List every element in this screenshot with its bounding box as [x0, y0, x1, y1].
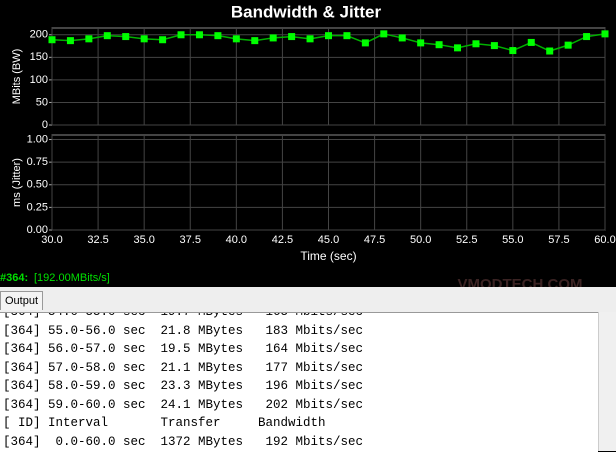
- point: [306, 35, 314, 43]
- point: [214, 32, 222, 40]
- point: [343, 32, 351, 40]
- point: [583, 33, 591, 41]
- output-line: [364] 0.0-60.0 sec 1372 MBytes 192 Mbits…: [3, 434, 364, 449]
- x-tick-label: 57.5: [548, 234, 569, 246]
- y-tick-label: 0.75: [27, 156, 48, 168]
- point: [103, 32, 111, 40]
- point: [195, 31, 203, 39]
- y-tick-label: 0.50: [27, 179, 48, 191]
- y-tick-label: 150: [30, 51, 48, 63]
- y-tick-label: 1.00: [27, 133, 48, 145]
- y-tick-label: 200: [30, 29, 48, 41]
- y-axis-label: MBits (BW): [11, 49, 23, 105]
- output-line: [364] 56.0-57.0 sec 19.5 MBytes 164 Mbit…: [3, 342, 364, 356]
- y-tick-label: 50: [36, 96, 48, 108]
- point: [251, 37, 259, 45]
- x-tick-label: 60.0: [594, 234, 615, 246]
- x-tick-label: 55.0: [502, 234, 523, 246]
- point: [417, 39, 425, 47]
- output-line: [364] 55.0-56.0 sec 21.8 MBytes 183 Mbit…: [3, 323, 364, 338]
- point: [361, 39, 369, 47]
- watermark: VMODTECH.COM: [458, 276, 583, 287]
- point: [490, 42, 498, 50]
- output-text: [364] 54.0-55.0 sec 19.7 MBytes 165 Mbit…: [0, 312, 598, 452]
- point: [140, 35, 148, 43]
- output-line: [364] 59.0-60.0 sec 24.1 MBytes 202 Mbit…: [3, 397, 364, 412]
- point: [546, 47, 554, 55]
- x-tick-label: 47.5: [364, 234, 385, 246]
- point: [472, 40, 480, 48]
- output-tab[interactable]: Output: [0, 291, 44, 310]
- point: [288, 33, 296, 41]
- x-tick-label: 30.0: [41, 234, 62, 246]
- point: [527, 38, 535, 46]
- y-tick-label: 0.00: [27, 224, 48, 236]
- point: [269, 34, 277, 42]
- point: [398, 34, 406, 42]
- point: [325, 32, 332, 40]
- output-line: [ ID] Interval Transfer Bandwidth: [3, 416, 326, 430]
- point: [66, 37, 74, 45]
- y-tick-label: 0.25: [27, 201, 48, 213]
- chart-title: Bandwidth & Jitter: [231, 2, 382, 21]
- point: [564, 41, 572, 49]
- point: [48, 36, 56, 44]
- point: [177, 31, 185, 39]
- point: [435, 41, 443, 49]
- x-tick-label: 32.5: [87, 234, 108, 246]
- x-tick-label: 40.0: [226, 234, 247, 246]
- x-tick-label: 35.0: [133, 234, 154, 246]
- y-axis-label: ms (Jitter): [11, 158, 23, 207]
- point: [85, 35, 93, 43]
- chart-area: Bandwidth & Jitter VMODTECH.COM #364: [1…: [0, 2, 616, 287]
- output-line: [364] 54.0-55.0 sec 19.7 MBytes 165 Mbit…: [3, 312, 364, 319]
- output-line: [364] 58.0-59.0 sec 23.3 MBytes 196 Mbit…: [3, 379, 364, 393]
- point: [159, 36, 167, 44]
- output-panel: Output [364] 54.0-55.0 sec 19.7 MBytes 1…: [0, 287, 616, 452]
- point: [601, 30, 609, 38]
- point: [509, 47, 517, 55]
- x-tick-label: 50.0: [410, 234, 431, 246]
- x-tick-label: 45.0: [318, 234, 339, 246]
- point: [232, 35, 240, 43]
- status-rate: [192.00MBits/s]: [34, 272, 110, 284]
- x-tick-label: 52.5: [456, 234, 477, 246]
- x-axis-label: Time (sec): [300, 249, 356, 263]
- point: [380, 30, 388, 38]
- y-tick-label: 100: [30, 74, 48, 86]
- status-id: #364:: [0, 272, 28, 284]
- point: [454, 44, 462, 52]
- scrollbar[interactable]: [598, 312, 616, 451]
- output-lines: [364] 54.0-55.0 sec 19.7 MBytes 165 Mbit…: [3, 312, 364, 451]
- y-tick-label: 0: [42, 119, 48, 131]
- output-line: [364] 57.0-58.0 sec 21.1 MBytes 177 Mbit…: [3, 360, 364, 375]
- point: [122, 33, 130, 41]
- x-tick-label: 37.5: [180, 234, 201, 246]
- x-tick-label: 42.5: [272, 234, 293, 246]
